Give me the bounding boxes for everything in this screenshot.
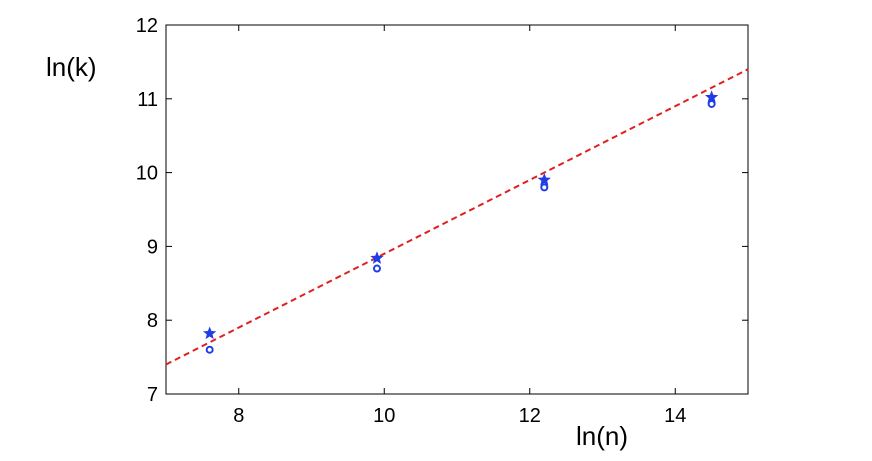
- x-tick-label: 12: [519, 405, 541, 427]
- x-tick-label: 8: [233, 405, 244, 427]
- fit-line: [165, 68, 749, 366]
- star-marker: [370, 251, 384, 264]
- y-axis-ticks: 7 8 9 10 11 12: [136, 15, 748, 406]
- y-tick-label: 9: [147, 236, 158, 258]
- fit-line-group: [165, 68, 749, 366]
- circle-marker: [205, 345, 214, 354]
- circle-marker: [540, 183, 549, 192]
- circle-marker: [372, 264, 381, 273]
- star-marker: [202, 326, 217, 340]
- star-marker: [704, 90, 719, 103]
- y-tick-label: 11: [137, 89, 158, 111]
- y-tick-label: 10: [136, 163, 158, 185]
- x-tick-label: 10: [373, 405, 395, 427]
- circle-marker: [707, 99, 716, 108]
- plot-area: [165, 24, 749, 395]
- star-marker: [537, 172, 551, 186]
- y-tick-label: 8: [147, 310, 158, 332]
- x-tick-label: 14: [664, 405, 686, 427]
- x-axis-ticks: 8 10 12 14: [233, 25, 686, 427]
- y-tick-label: 12: [136, 15, 158, 37]
- data-points: [202, 90, 719, 354]
- y-axis-label: ln(k): [46, 52, 97, 82]
- x-axis-label: ln(n): [576, 421, 628, 451]
- y-tick-label: 7: [147, 384, 158, 406]
